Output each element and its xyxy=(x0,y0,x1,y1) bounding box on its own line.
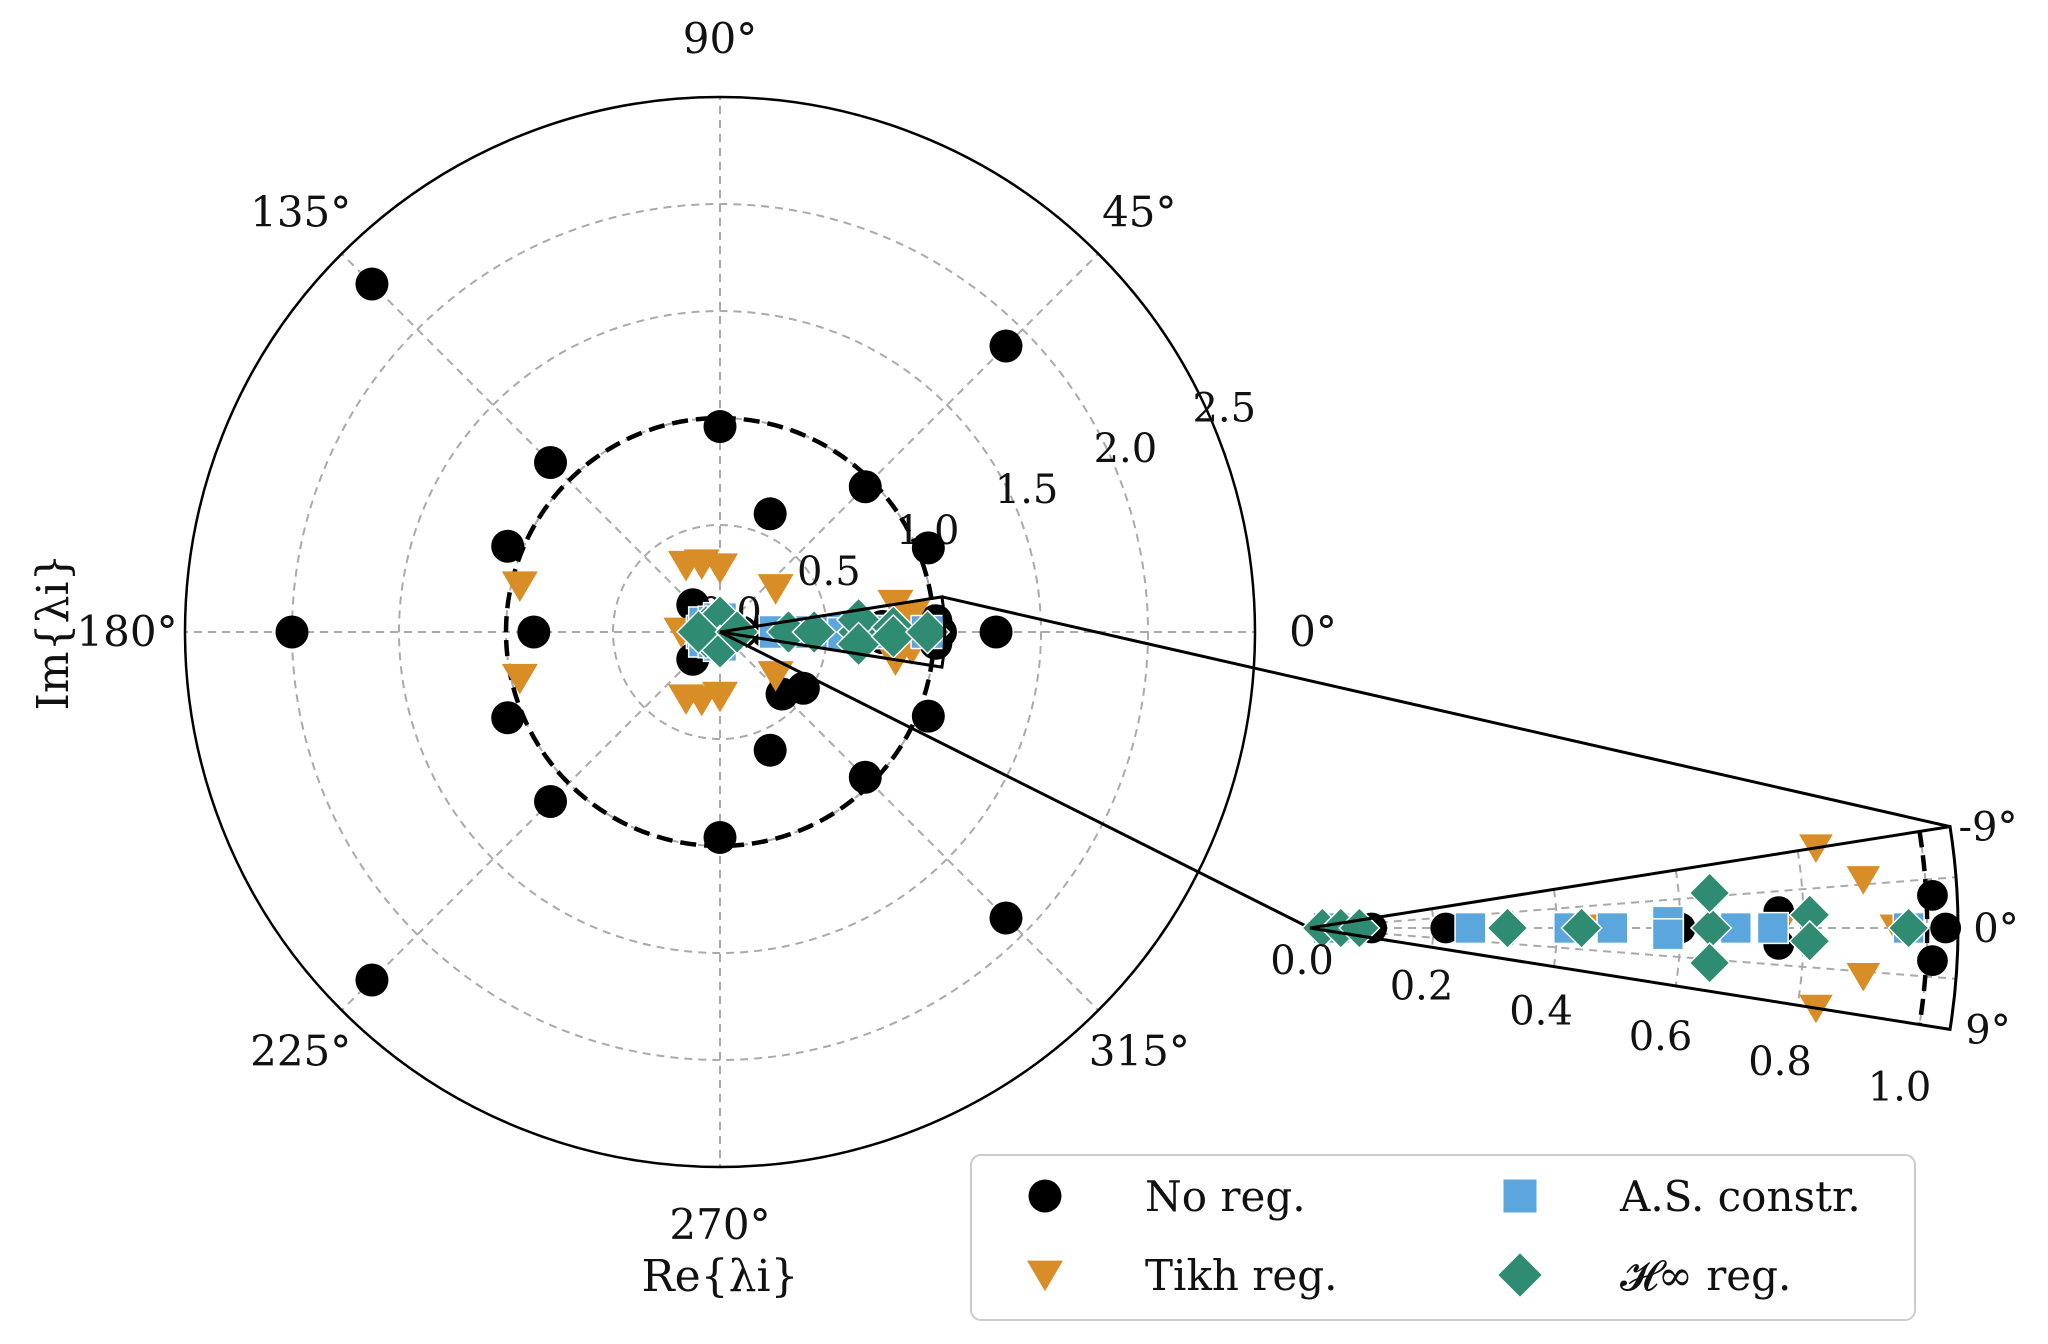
polar-frame xyxy=(183,95,1257,1169)
inset-data-point-triangle-down xyxy=(1846,962,1881,992)
data-point-circle xyxy=(491,529,525,563)
data-point-circle xyxy=(534,784,568,818)
legend-item: No reg. xyxy=(1028,1172,1306,1221)
inset-r-tick-label: 0.2 xyxy=(1390,963,1454,1009)
inset-data-point-diamond xyxy=(1688,871,1731,915)
inset-data-point-diamond xyxy=(1788,919,1831,963)
inset-theta-tick-label: 0° xyxy=(1973,906,2018,952)
legend-label: Tikh reg. xyxy=(1145,1251,1337,1300)
theta-grid-line xyxy=(719,252,1100,633)
legend-marker-diamond xyxy=(1498,1253,1542,1297)
data-point-circle xyxy=(491,701,525,735)
data-point-circle xyxy=(753,497,787,531)
theta-tick-label: 135° xyxy=(250,188,351,237)
legend-label: No reg. xyxy=(1145,1172,1306,1221)
data-point-diamond xyxy=(675,609,722,655)
data-point-circle xyxy=(534,446,568,480)
data-point-triangle-down xyxy=(757,574,794,605)
r-tick-label: 0.5 xyxy=(797,549,861,595)
inset-data-point-circle xyxy=(1917,945,1948,977)
data-point-circle xyxy=(989,901,1023,935)
theta-tick-label: 180° xyxy=(76,607,177,656)
theta-tick-label: 315° xyxy=(1089,1026,1190,1075)
data-point-triangle-down xyxy=(757,661,794,692)
inset-data-point-circle xyxy=(1430,912,1462,944)
inset-data-point-diamond xyxy=(1688,941,1731,985)
data-point-circle xyxy=(989,329,1023,363)
legend-item: Tikh reg. xyxy=(1027,1251,1337,1300)
data-point-circle xyxy=(355,267,389,301)
inset-r-tick-label: 0.0 xyxy=(1270,938,1334,984)
data-point-circle xyxy=(848,760,882,794)
legend-item: 𝓗∞ reg. xyxy=(1498,1251,1791,1300)
zoom-connector-lines xyxy=(719,595,1951,930)
legend-frame xyxy=(970,1154,1916,1321)
data-point-triangle-down xyxy=(501,663,538,695)
inset-data-point-diamond xyxy=(1486,906,1529,950)
data-point-circle xyxy=(355,963,389,997)
inset-r-tick-label: 0.4 xyxy=(1509,989,1573,1035)
legend-label: A.S. constr. xyxy=(1619,1172,1861,1221)
theta-tick-label: 45° xyxy=(1102,188,1176,237)
theta-tick-label: 0° xyxy=(1289,607,1337,656)
inset-data-point-circle xyxy=(1917,879,1948,911)
legend: No reg. Tikh reg. A.S. constr. 𝓗∞ reg. xyxy=(970,1154,1916,1321)
legend-marker-square xyxy=(1503,1179,1537,1213)
data-point-circle xyxy=(275,615,309,649)
data-point-diamond xyxy=(791,609,837,655)
data-point-circle xyxy=(703,820,737,854)
inset-theta-grid-line xyxy=(1309,876,1957,929)
theta-tick-label: 225° xyxy=(250,1026,351,1075)
data-point-diamond xyxy=(904,609,951,655)
inset-r-tick-label: 0.8 xyxy=(1748,1039,1812,1085)
data-point-circle xyxy=(703,410,737,444)
legend-marker-triangle-down xyxy=(1027,1260,1063,1292)
data-point-circle xyxy=(517,615,551,649)
r-tick-label: 2.5 xyxy=(1192,385,1256,431)
inset-data-point-diamond xyxy=(1560,906,1603,950)
data-point-triangle-down xyxy=(501,571,538,602)
inset-data-point-square xyxy=(1756,911,1790,945)
inset-data-point-triangle-down xyxy=(1846,866,1881,895)
inset-data-point-square xyxy=(1454,911,1487,945)
theta-tick-label: 90° xyxy=(683,14,757,63)
inset-polar-axes: 0.0 0.2 0.4 0.6 0.8 1.0 9° 0° -9° xyxy=(1270,805,2019,1111)
data-point-triangle-down xyxy=(702,553,738,584)
inset-r-tick-label: 0.6 xyxy=(1629,1014,1693,1060)
inset-r-tick-label: 1.0 xyxy=(1868,1065,1932,1111)
inset-r-grid-arc xyxy=(1552,889,1558,967)
r-tick-label: 2.0 xyxy=(1094,426,1158,472)
inset-data-point-diamond xyxy=(1887,906,1930,950)
data-point-circle xyxy=(848,470,882,504)
data-point-circle xyxy=(911,699,945,733)
data-point-triangle-down xyxy=(702,681,738,713)
data-point-diamond xyxy=(714,609,760,655)
inset-markers xyxy=(1301,834,1962,1024)
inset-data-point-square xyxy=(1651,918,1685,951)
inset-theta-tick-label: 9° xyxy=(1965,1007,2010,1053)
inset-theta-grid-line xyxy=(1309,927,1957,980)
x-axis-label: Re{λi} xyxy=(641,1251,798,1302)
legend-marker-circle xyxy=(1028,1179,1062,1213)
data-point-circle xyxy=(911,531,945,565)
r-grid-circle xyxy=(398,310,1042,954)
theta-grid-line xyxy=(340,631,721,1012)
zoom-connector-line xyxy=(941,595,1951,829)
inset-data-point-circle xyxy=(1930,912,1962,944)
theta-grid-line xyxy=(340,252,721,633)
y-axis-label: Im{λi} xyxy=(28,553,79,710)
inset-theta-tick-label: -9° xyxy=(1959,805,2018,851)
data-point-circle xyxy=(979,615,1013,649)
r-tick-label: 1.5 xyxy=(995,467,1059,513)
legend-label: 𝓗∞ reg. xyxy=(1620,1251,1791,1300)
legend-item: A.S. constr. xyxy=(1503,1172,1861,1221)
theta-tick-label: 270° xyxy=(669,1200,770,1249)
data-point-circle xyxy=(753,733,787,767)
data-point-triangle-down xyxy=(667,550,704,582)
inset-frame xyxy=(1309,824,1960,1032)
main-polar-axes: 0°45°90°135°180°225°270°315°0.00.51.01.5… xyxy=(76,14,1336,1249)
zoom-connector-line xyxy=(719,630,1311,930)
data-point-triangle-down xyxy=(667,684,704,715)
